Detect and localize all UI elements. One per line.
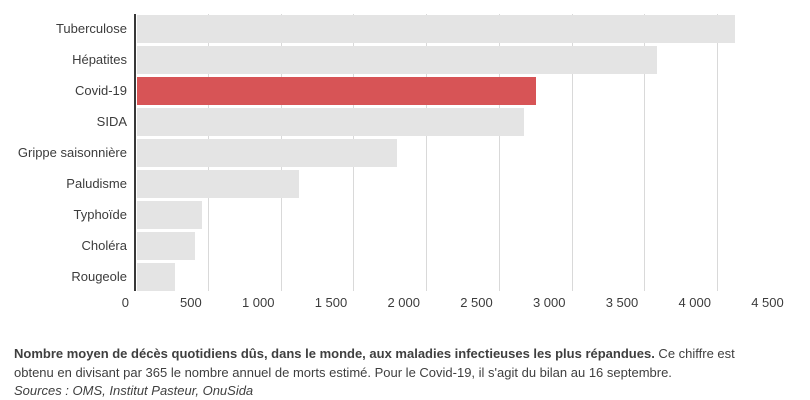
chart-caption: Nombre moyen de décès quotidiens dûs, da… <box>14 345 770 382</box>
chart-sources: Sources : OMS, Institut Pasteur, OnuSida <box>14 383 254 398</box>
gridline-x-2500 <box>498 14 500 291</box>
bar-tuberculose <box>137 15 735 43</box>
bar-chol-ra <box>137 232 196 260</box>
x-tick-label: 2 000 <box>387 295 420 310</box>
x-tick-label: 1 000 <box>241 295 275 310</box>
category-label: Tuberculose <box>55 21 127 36</box>
y-axis-line <box>134 14 136 291</box>
x-tick-label: 4 500 <box>751 295 784 310</box>
bar-paludisme <box>137 170 299 198</box>
category-label: Paludisme <box>66 176 127 191</box>
bar-grippe-saisonni-re <box>137 139 398 167</box>
x-tick-label: 4 000 <box>678 295 711 310</box>
x-tick-label: 2 500 <box>460 295 493 310</box>
gridline-x-2000 <box>426 14 427 291</box>
bar-rougeole <box>137 263 175 291</box>
x-tick-label: 500 <box>180 295 202 310</box>
gridline-x-3500 <box>644 14 646 291</box>
category-label: SIDA <box>96 114 127 129</box>
bar-chart: Tuberculose Hépatites Covid-19 SIDA Grippe s… <box>17 14 784 310</box>
category-label: Rougeole <box>71 269 127 284</box>
category-label: Choléra <box>81 238 127 253</box>
bar-h-patites <box>137 46 658 74</box>
bar-sida <box>137 108 525 136</box>
caption-regular-text: Ce chiffre est obtenu en divisant par 36… <box>14 346 735 380</box>
category-label: Covid-19 <box>74 83 127 98</box>
x-tick-label: 3 500 <box>605 295 639 310</box>
bar-covid-19 <box>137 77 536 105</box>
gridline-x-3000 <box>571 14 573 291</box>
caption-bold-text: Nombre moyen de décès quotidiens dûs, da… <box>14 346 655 361</box>
x-tick-label: 1 500 <box>314 295 348 310</box>
gridline-x-4000 <box>717 14 718 291</box>
category-label: Typhoïde <box>73 207 128 222</box>
x-tick-label: 0 <box>121 295 129 310</box>
category-label: Grippe saisonnière <box>17 145 127 160</box>
bar-typho-de <box>137 201 203 229</box>
x-tick-label: 3 000 <box>532 295 566 310</box>
category-label: Hépatites <box>72 52 127 67</box>
